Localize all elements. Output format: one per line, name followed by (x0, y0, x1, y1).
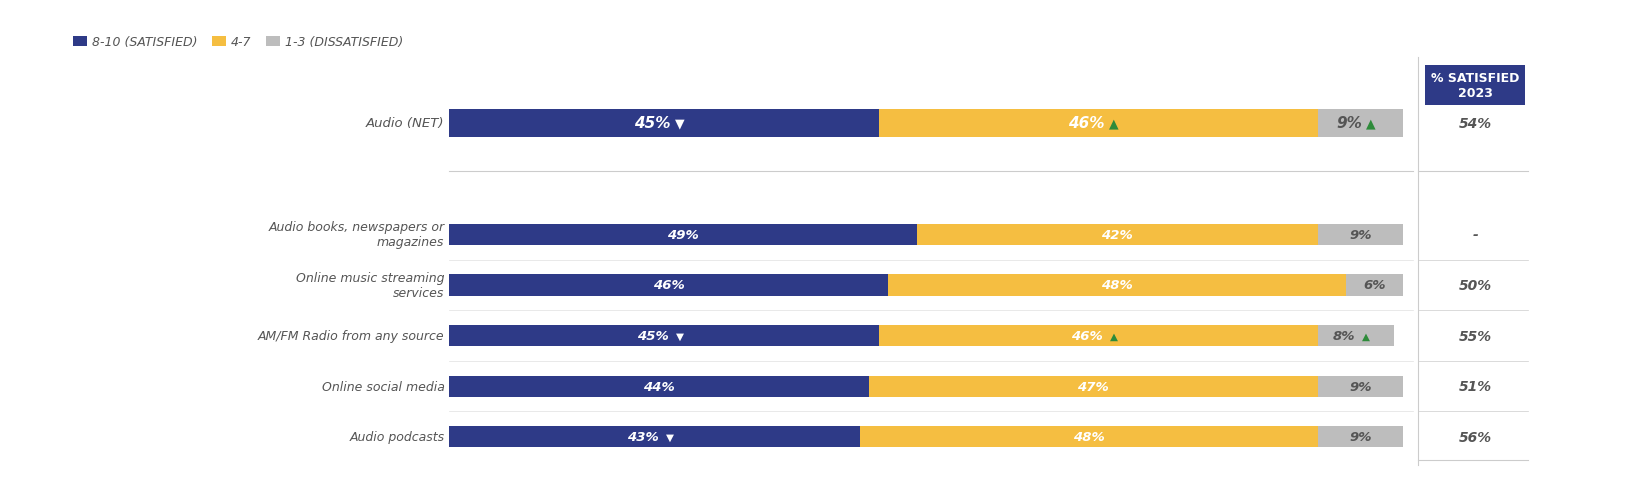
Bar (449, 325, 878, 347)
Bar (1346, 275, 1404, 296)
Text: 9%: 9% (1336, 116, 1361, 131)
Text: % SATISFIED
2023: % SATISFIED 2023 (1431, 72, 1520, 100)
Text: 48%: 48% (1072, 430, 1104, 443)
Text: 50%: 50% (1459, 278, 1492, 292)
Text: ▲: ▲ (1109, 117, 1119, 130)
Text: 46%: 46% (1069, 116, 1106, 131)
Bar (1318, 325, 1394, 347)
Text: 56%: 56% (1459, 430, 1492, 444)
Bar (449, 376, 870, 397)
Text: 9%: 9% (1350, 228, 1371, 242)
Text: 47%: 47% (1077, 380, 1109, 393)
Legend: 8-10 (SATISFIED), 4-7, 1-3 (DISSATISFIED): 8-10 (SATISFIED), 4-7, 1-3 (DISSATISFIED… (73, 36, 403, 49)
Text: Audio (NET): Audio (NET) (366, 117, 444, 130)
Text: AM/FM Radio from any source: AM/FM Radio from any source (257, 330, 444, 342)
Text: -: - (1472, 228, 1478, 242)
Bar (449, 110, 878, 137)
Bar (449, 275, 888, 296)
Bar (449, 224, 917, 245)
Text: 9%: 9% (1350, 380, 1371, 393)
Text: 44%: 44% (644, 380, 675, 393)
Text: 45%: 45% (637, 330, 668, 342)
Text: ▲: ▲ (1110, 331, 1117, 341)
Text: 46%: 46% (1071, 330, 1102, 342)
Text: Online music streaming
services: Online music streaming services (295, 272, 444, 299)
Text: 55%: 55% (1459, 329, 1492, 343)
Text: ▼: ▼ (675, 117, 685, 130)
Bar (1318, 376, 1404, 397)
Text: 48%: 48% (1101, 279, 1134, 292)
Text: Online social media: Online social media (322, 380, 444, 393)
Text: Audio books, newspapers or
magazines: Audio books, newspapers or magazines (269, 221, 444, 249)
Text: 49%: 49% (667, 228, 700, 242)
Bar (888, 275, 1346, 296)
Text: 46%: 46% (653, 279, 685, 292)
Bar (878, 325, 1318, 347)
Text: 45%: 45% (634, 116, 670, 131)
Bar (1318, 224, 1404, 245)
Text: Audio podcasts: Audio podcasts (350, 430, 444, 443)
Text: 43%: 43% (627, 430, 658, 443)
Bar (449, 426, 860, 448)
Text: ▲: ▲ (1363, 331, 1369, 341)
Text: ▼: ▼ (667, 432, 675, 442)
Text: ▲: ▲ (1366, 117, 1376, 130)
Text: 9%: 9% (1350, 430, 1371, 443)
Text: 51%: 51% (1459, 379, 1492, 393)
Bar (1318, 426, 1404, 448)
Bar (870, 376, 1318, 397)
Bar (860, 426, 1318, 448)
Bar (917, 224, 1318, 245)
Text: 8%: 8% (1333, 330, 1356, 342)
Text: ▼: ▼ (675, 331, 683, 341)
Bar (1318, 110, 1404, 137)
Bar (878, 110, 1318, 137)
Text: 54%: 54% (1459, 117, 1492, 131)
Text: 42%: 42% (1101, 228, 1134, 242)
Text: 6%: 6% (1363, 279, 1386, 292)
